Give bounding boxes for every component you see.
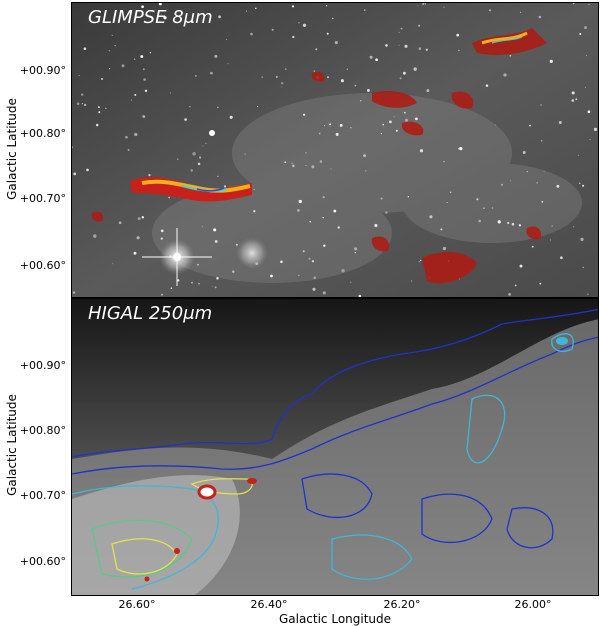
y-tick: +00.70°: [19, 192, 66, 205]
y-tick: +00.90°: [19, 359, 66, 372]
panel-title: HIGAL 250μm: [88, 303, 213, 324]
y-tick: +00.60°: [19, 259, 66, 272]
glimpse-image: [72, 3, 598, 297]
higal-250um-panel: HIGAL 250μm: [71, 298, 599, 596]
glimpse-8um-panel: GLIMPSE 8μm: [71, 2, 599, 298]
y-tick: +00.60°: [19, 555, 66, 568]
x-tick: 26.40°: [250, 598, 288, 611]
y-tick: +00.80°: [19, 424, 66, 437]
x-tick: 26.60°: [118, 598, 156, 611]
x-tick: 26.00°: [514, 598, 552, 611]
panel-title: GLIMPSE 8μm: [88, 7, 213, 28]
y-axis-label-top: Galactic Latitude: [5, 98, 19, 200]
higal-image: [72, 299, 598, 595]
x-axis-label: Galactic Longitude: [278, 612, 392, 626]
y-axis-label-bottom: Galactic Latitude: [5, 394, 19, 496]
hot-spot: [197, 484, 217, 500]
x-tick: 26.20°: [383, 598, 421, 611]
y-tick: +00.80°: [19, 127, 66, 140]
y-tick: +00.90°: [19, 64, 66, 77]
hot-filament: [130, 177, 252, 202]
y-tick: +00.70°: [19, 489, 66, 502]
